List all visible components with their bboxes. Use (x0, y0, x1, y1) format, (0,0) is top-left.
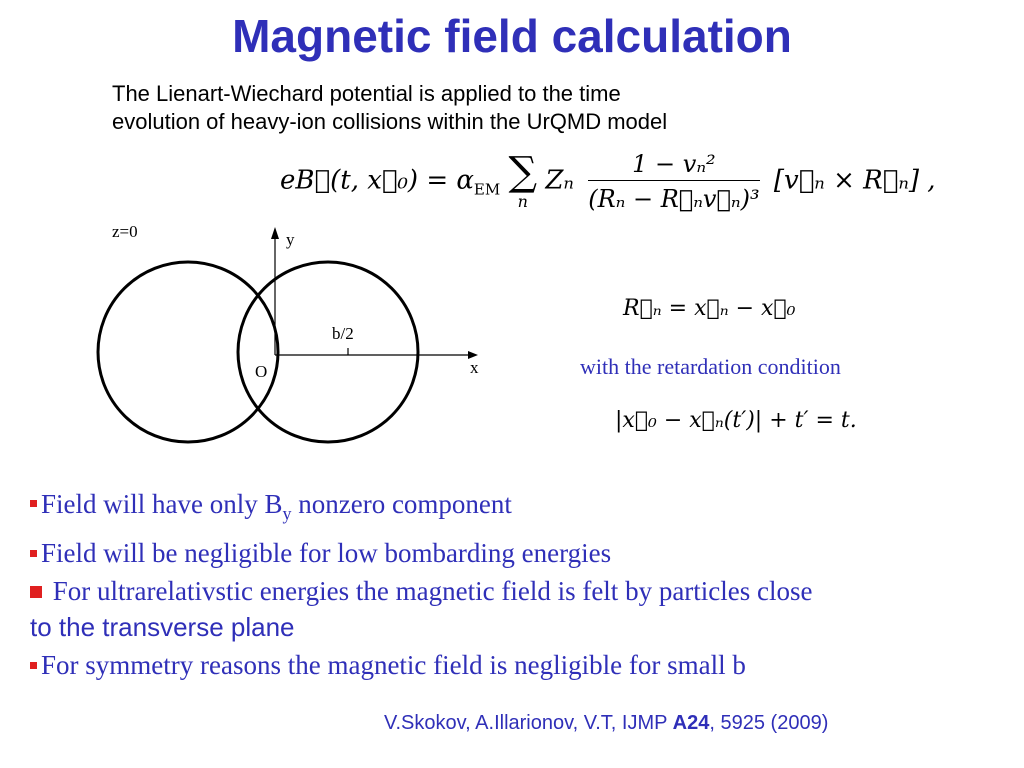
bullet-1-text: Field will have only B (41, 489, 283, 519)
bullet-item-4: For symmetry reasons the magnetic field … (30, 645, 1020, 685)
slide-title: Magnetic field calculation (232, 10, 792, 62)
bullet-item-2: Field will be negligible for low bombard… (30, 533, 1020, 573)
x-axis-arrow (468, 351, 478, 359)
sum-symbol: ∑ n (508, 149, 538, 211)
reference-volume: A24 (672, 712, 710, 734)
bullet-square-icon (30, 549, 37, 557)
bullet-item-1: Field will have only By nonzero componen… (30, 484, 1020, 533)
intro-line-2: evolution of heavy-ion collisions within… (112, 109, 668, 134)
x-axis-label: x (470, 358, 479, 377)
bullet-1-text-end: nonzero component (291, 489, 512, 519)
collision-diagram: z=0 y x O b/2 (96, 222, 479, 444)
y-axis-arrow (271, 227, 279, 239)
equation-lhs: eB⃗(t, x⃗₀) = α (280, 165, 474, 196)
bullet-item-3: For ultrarelativstic energies the magnet… (30, 573, 1020, 645)
citation-reference: V.Skokov, A.Illarionov, V.T, IJMP A24, 5… (384, 712, 828, 735)
bullet-3-text: For ultrarelativstic energies the magnet… (46, 576, 813, 607)
reference-authors: V.Skokov, A.Illarionov, V.T, IJMP (384, 712, 673, 734)
charge-zn: Zₙ (545, 165, 574, 196)
fraction-denominator: (Rₙ − R⃗ₙv⃗ₙ)³ (588, 185, 760, 213)
nucleus-right-circle (236, 260, 420, 444)
intro-line-1: The Lienart-Wiechard potential is applie… (112, 81, 621, 106)
bullet-2-text: Field will be negligible for low bombard… (41, 538, 612, 569)
bullet-square-icon (30, 500, 37, 508)
magnetic-field-equation: eB⃗(t, x⃗₀) = αEM ∑ n Zₙ 1 − vₙ² (Rₙ − R… (280, 150, 936, 213)
bullet-square-icon (30, 586, 42, 599)
reference-pages-year: , 5925 (2009) (709, 712, 829, 734)
z-zero-label: z=0 (112, 222, 138, 241)
bullet-list: Field will have only By nonzero componen… (30, 484, 1020, 685)
retardation-label: with the retardation condition (580, 354, 841, 379)
y-axis-label: y (286, 230, 295, 249)
fraction-numerator: 1 − vₙ² (588, 150, 760, 181)
sum-index: n (517, 192, 528, 211)
bullet-1-subscript: y (282, 503, 292, 524)
bullet-4-text: For symmetry reasons the magnetic field … (41, 650, 746, 681)
retardation-equation: |x⃗₀ − x⃗ₙ(t′)| + t′ = t. (615, 408, 857, 433)
cross-product-bracket: [v⃗ₙ × R⃗ₙ] , (773, 165, 936, 196)
bullet-square-icon (30, 661, 37, 669)
b-half-label: b/2 (332, 324, 354, 343)
origin-label: O (255, 362, 267, 381)
nucleus-left-circle (96, 260, 280, 444)
bullet-3-text-continued: to the transverse plane (30, 612, 295, 643)
rn-definition-equation: R⃗ₙ = x⃗ₙ − x⃗₀ (623, 296, 796, 321)
equation-fraction: 1 − vₙ² (Rₙ − R⃗ₙv⃗ₙ)³ (588, 150, 760, 213)
equation-em-subscript: EM (473, 180, 501, 199)
intro-text: The Lienart-Wiechard potential is applie… (112, 80, 872, 136)
